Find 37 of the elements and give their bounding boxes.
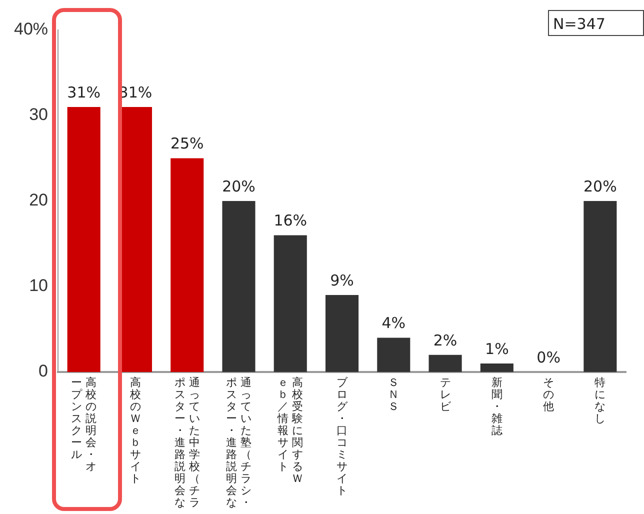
y-tick-label: 40% <box>14 20 48 39</box>
data-label: 0% <box>536 348 560 366</box>
bar <box>222 201 256 372</box>
bar <box>325 295 359 372</box>
bar <box>170 158 204 372</box>
data-label: 20% <box>584 177 617 196</box>
x-tick-label: テレビ <box>440 376 451 413</box>
y-tick-label: 0 <box>38 362 48 381</box>
category-label: 通っていた中学校（チラポスター・進路説明会な <box>174 376 200 509</box>
x-tick-label: ＳＮＳ <box>388 376 400 413</box>
bar <box>428 354 462 372</box>
bar <box>274 235 307 372</box>
bar <box>584 201 617 372</box>
data-label: 31% <box>67 83 101 102</box>
category-label: ブログ・口コミサイト <box>336 376 348 497</box>
y-tick-label: 30 <box>29 105 48 124</box>
x-tick-label: その他 <box>543 376 554 413</box>
x-tick-label: 新聞・雑誌 <box>491 376 502 437</box>
data-label: 1% <box>485 340 509 358</box>
y-tick-label: 20 <box>29 190 48 210</box>
bar <box>480 363 514 372</box>
annotation: N=347 <box>548 10 644 36</box>
bar <box>67 106 100 372</box>
data-label: 4% <box>382 314 406 332</box>
x-tick-label: 特になし <box>594 376 606 425</box>
category-label: 高校受験に関するＷｅｂ／情報サイト <box>278 376 304 485</box>
category-label: 高校のＷｅｂサイト <box>130 376 141 485</box>
data-label: 20% <box>222 177 256 196</box>
category-label: 高校の説明会・オープンスクール <box>71 376 97 473</box>
y-tick-label: 10 <box>29 276 48 296</box>
data-label: 2% <box>433 331 458 350</box>
data-label: 31% <box>118 83 152 102</box>
data-label: 25% <box>170 134 204 153</box>
bar <box>377 338 410 372</box>
data-label: 9% <box>330 271 354 290</box>
data-label: 16% <box>274 212 308 230</box>
category-label: 通っていた塾（チラシ・ポスター・進路説明会な <box>226 376 252 509</box>
